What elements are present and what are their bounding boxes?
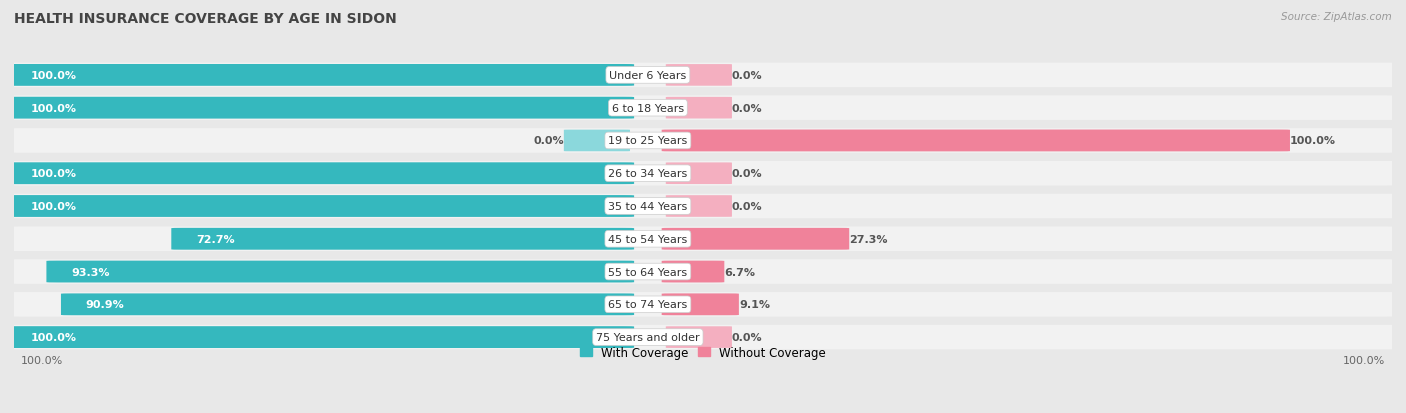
Legend: With Coverage, Without Coverage: With Coverage, Without Coverage [575,342,831,364]
FancyBboxPatch shape [60,294,634,316]
Text: 100.0%: 100.0% [1343,355,1385,365]
Text: 100.0%: 100.0% [31,169,76,179]
FancyBboxPatch shape [662,228,849,250]
Text: 9.1%: 9.1% [740,299,770,310]
FancyBboxPatch shape [6,196,634,217]
FancyBboxPatch shape [6,326,634,348]
Text: 72.7%: 72.7% [195,234,235,244]
FancyBboxPatch shape [7,325,1399,349]
Text: 26 to 34 Years: 26 to 34 Years [609,169,688,179]
Text: 100.0%: 100.0% [31,103,76,114]
Text: 0.0%: 0.0% [733,202,762,211]
FancyBboxPatch shape [172,228,634,250]
FancyBboxPatch shape [662,130,1289,152]
Text: 100.0%: 100.0% [1289,136,1336,146]
FancyBboxPatch shape [7,194,1399,219]
FancyBboxPatch shape [6,65,634,87]
Text: 45 to 54 Years: 45 to 54 Years [609,234,688,244]
Text: 100.0%: 100.0% [31,332,76,342]
FancyBboxPatch shape [7,96,1399,121]
Text: 27.3%: 27.3% [849,234,887,244]
Text: 0.0%: 0.0% [733,169,762,179]
Text: 100.0%: 100.0% [31,202,76,211]
Text: 75 Years and older: 75 Years and older [596,332,700,342]
Text: 19 to 25 Years: 19 to 25 Years [609,136,688,146]
Text: 65 to 74 Years: 65 to 74 Years [609,299,688,310]
FancyBboxPatch shape [7,161,1399,186]
FancyBboxPatch shape [666,163,733,185]
FancyBboxPatch shape [662,261,724,283]
Text: 35 to 44 Years: 35 to 44 Years [609,202,688,211]
FancyBboxPatch shape [666,327,733,348]
FancyBboxPatch shape [662,294,740,316]
Text: 0.0%: 0.0% [533,136,564,146]
Text: 0.0%: 0.0% [733,71,762,81]
FancyBboxPatch shape [6,97,634,119]
Text: 55 to 64 Years: 55 to 64 Years [609,267,688,277]
Text: 100.0%: 100.0% [21,355,63,365]
FancyBboxPatch shape [7,292,1399,317]
Text: 0.0%: 0.0% [733,103,762,114]
Text: 0.0%: 0.0% [733,332,762,342]
FancyBboxPatch shape [6,163,634,185]
FancyBboxPatch shape [7,64,1399,88]
FancyBboxPatch shape [7,227,1399,252]
Text: Under 6 Years: Under 6 Years [609,71,686,81]
Text: 90.9%: 90.9% [86,299,125,310]
Text: HEALTH INSURANCE COVERAGE BY AGE IN SIDON: HEALTH INSURANCE COVERAGE BY AGE IN SIDO… [14,12,396,26]
Text: 6.7%: 6.7% [724,267,755,277]
FancyBboxPatch shape [666,196,733,217]
FancyBboxPatch shape [666,97,733,119]
Text: Source: ZipAtlas.com: Source: ZipAtlas.com [1281,12,1392,22]
FancyBboxPatch shape [7,129,1399,153]
FancyBboxPatch shape [666,65,733,86]
Text: 93.3%: 93.3% [72,267,110,277]
FancyBboxPatch shape [564,131,630,152]
Text: 6 to 18 Years: 6 to 18 Years [612,103,683,114]
FancyBboxPatch shape [46,261,634,283]
Text: 100.0%: 100.0% [31,71,76,81]
FancyBboxPatch shape [7,260,1399,284]
